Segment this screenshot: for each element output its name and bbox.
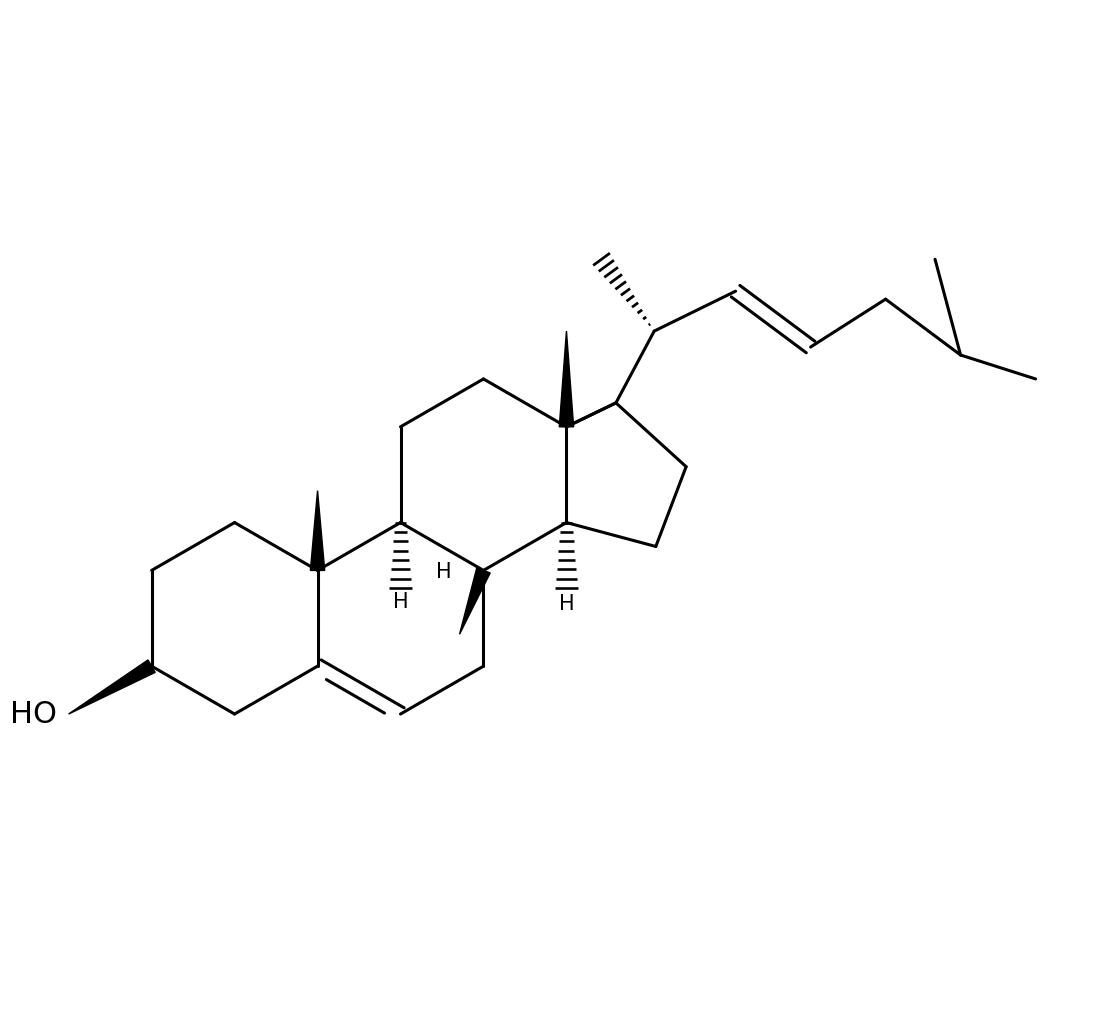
Polygon shape <box>310 491 324 571</box>
Text: H: H <box>559 594 574 614</box>
Polygon shape <box>559 331 573 427</box>
Text: HO: HO <box>10 700 57 728</box>
Polygon shape <box>69 660 156 714</box>
Text: H: H <box>436 562 452 582</box>
Polygon shape <box>459 568 490 634</box>
Text: H: H <box>392 592 409 612</box>
